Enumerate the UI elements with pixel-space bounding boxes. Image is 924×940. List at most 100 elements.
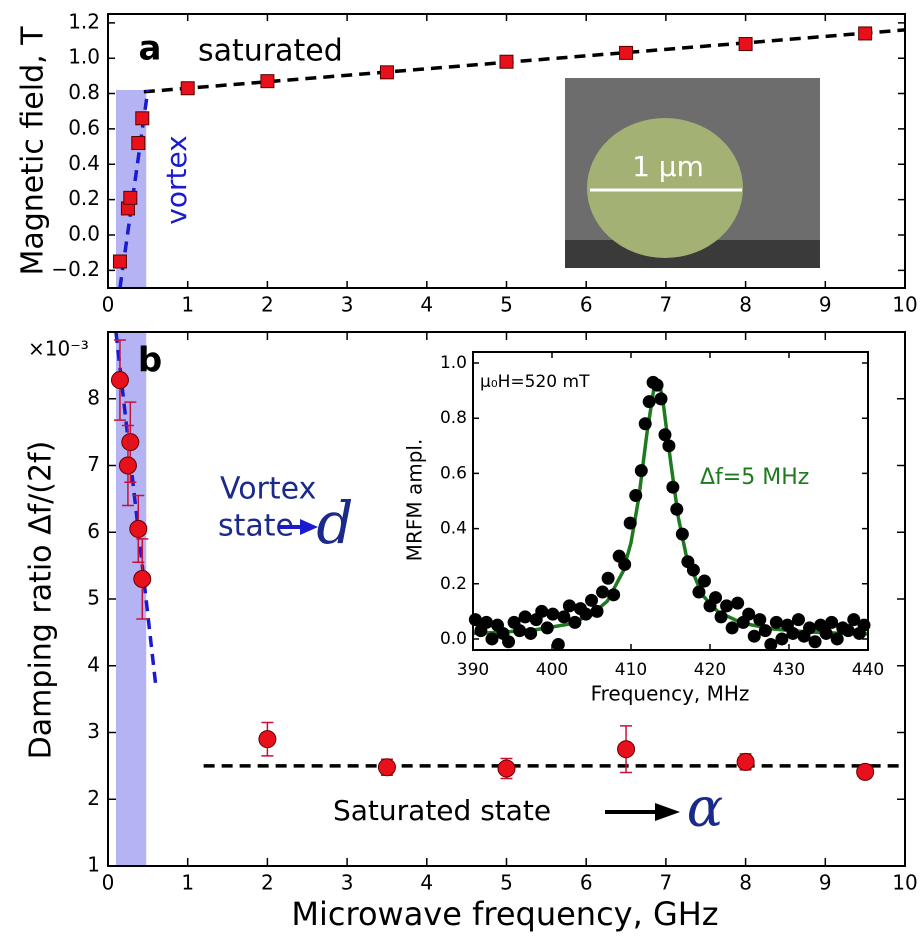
x-tick-label: 2 bbox=[261, 871, 274, 895]
y-axis-label: MRFM ampl. bbox=[403, 439, 427, 562]
marker bbox=[769, 615, 783, 629]
marker bbox=[133, 569, 152, 588]
x-tick-label: 3 bbox=[341, 293, 354, 317]
annotation: Δf=5 MHz bbox=[700, 465, 809, 490]
marker bbox=[499, 54, 514, 69]
marker bbox=[118, 456, 137, 475]
x-axis-label: Microwave frequency, GHz bbox=[291, 895, 718, 933]
y-tick-label: 0.4 bbox=[440, 519, 467, 539]
y-tick-label: 2 bbox=[87, 786, 100, 810]
marker bbox=[551, 637, 565, 651]
disk bbox=[587, 118, 743, 258]
marker bbox=[110, 371, 129, 390]
annotation: b bbox=[138, 341, 162, 381]
marker bbox=[742, 607, 756, 621]
marker bbox=[709, 591, 723, 605]
y-tick-label: 0.6 bbox=[68, 115, 100, 139]
marker bbox=[803, 621, 817, 635]
x-tick-label: 7 bbox=[660, 871, 673, 895]
marker bbox=[825, 615, 839, 629]
x-tick-label: 420 bbox=[694, 660, 726, 680]
y-tick-label: 1.0 bbox=[440, 353, 467, 373]
scale-label: 1 µm bbox=[632, 150, 704, 183]
x-tick-label: 10 bbox=[892, 871, 917, 895]
marker bbox=[830, 632, 844, 646]
y-tick-label: 5 bbox=[87, 586, 100, 610]
y-tick-label: 1.0 bbox=[68, 45, 100, 69]
annotation: vortex bbox=[160, 135, 193, 225]
y-scale-label: ×10⁻³ bbox=[28, 337, 89, 361]
marker bbox=[638, 417, 652, 431]
marker bbox=[808, 635, 822, 649]
marker bbox=[557, 610, 571, 624]
x-tick-label: 8 bbox=[739, 871, 752, 895]
y-tick-label: 0.6 bbox=[440, 463, 467, 483]
marker bbox=[123, 190, 138, 205]
marker bbox=[485, 632, 499, 646]
marker bbox=[479, 615, 493, 629]
x-tick-label: 9 bbox=[819, 871, 832, 895]
y-tick-label: 0.8 bbox=[440, 408, 467, 428]
x-tick-label: 430 bbox=[773, 660, 805, 680]
marker bbox=[847, 613, 861, 627]
marker bbox=[112, 254, 127, 269]
marker bbox=[764, 637, 778, 651]
y-tick-label: 0.0 bbox=[68, 221, 100, 245]
marker bbox=[258, 730, 277, 749]
marker bbox=[377, 758, 396, 777]
marker bbox=[658, 428, 672, 442]
marker bbox=[629, 488, 643, 502]
marker bbox=[654, 392, 668, 406]
marker bbox=[686, 563, 700, 577]
annotation: saturated bbox=[198, 34, 343, 69]
y-tick-label: 8 bbox=[87, 385, 100, 409]
marker bbox=[518, 610, 532, 624]
marker bbox=[662, 439, 676, 453]
y-tick-label: 7 bbox=[87, 452, 100, 476]
marker bbox=[720, 599, 734, 613]
x-tick-label: 5 bbox=[500, 871, 513, 895]
marker bbox=[786, 626, 800, 640]
annotation: Saturated state bbox=[333, 794, 551, 827]
marker bbox=[502, 635, 516, 649]
panel: 1 µm 0 1 2 3 4 5 6 7 8 9 10 −0.2 0.0 0.2 0.4 0.6 0.8 1.0 1.… bbox=[16, 9, 918, 316]
x-tick-label: 5 bbox=[500, 293, 513, 317]
marker bbox=[856, 762, 875, 781]
marker bbox=[634, 464, 648, 478]
x-tick-label: 8 bbox=[739, 293, 752, 317]
marker bbox=[753, 613, 767, 627]
x-tick-label: 0 bbox=[102, 293, 115, 317]
y-tick-label: 1.2 bbox=[68, 9, 100, 33]
marker bbox=[568, 615, 582, 629]
x-tick-label: 7 bbox=[660, 293, 673, 317]
marker bbox=[546, 607, 560, 621]
marker bbox=[738, 37, 753, 52]
x-tick-label: 6 bbox=[580, 871, 593, 895]
x-tick-label: 410 bbox=[615, 660, 647, 680]
marker bbox=[731, 596, 745, 610]
x-tick-label: 0 bbox=[102, 871, 115, 895]
marker bbox=[775, 632, 789, 646]
x-tick-label: 1 bbox=[181, 293, 194, 317]
marker bbox=[540, 621, 554, 635]
y-tick-label: 1 bbox=[87, 853, 100, 877]
marker bbox=[618, 557, 632, 571]
plot-frame bbox=[472, 351, 869, 651]
marker bbox=[858, 26, 873, 41]
y-tick-label: 6 bbox=[87, 519, 100, 543]
marker bbox=[131, 136, 146, 151]
annotation: d bbox=[316, 489, 353, 557]
marker bbox=[180, 81, 195, 96]
annotation: a bbox=[139, 29, 162, 69]
marker bbox=[841, 624, 855, 638]
marker bbox=[623, 516, 637, 530]
x-tick-label: 10 bbox=[892, 293, 917, 317]
marker bbox=[666, 480, 680, 494]
marker bbox=[675, 527, 689, 541]
marker bbox=[379, 65, 394, 80]
y-tick-label: 3 bbox=[87, 719, 100, 743]
marker bbox=[714, 610, 728, 624]
marker bbox=[617, 740, 636, 759]
x-tick-label: 4 bbox=[420, 293, 433, 317]
